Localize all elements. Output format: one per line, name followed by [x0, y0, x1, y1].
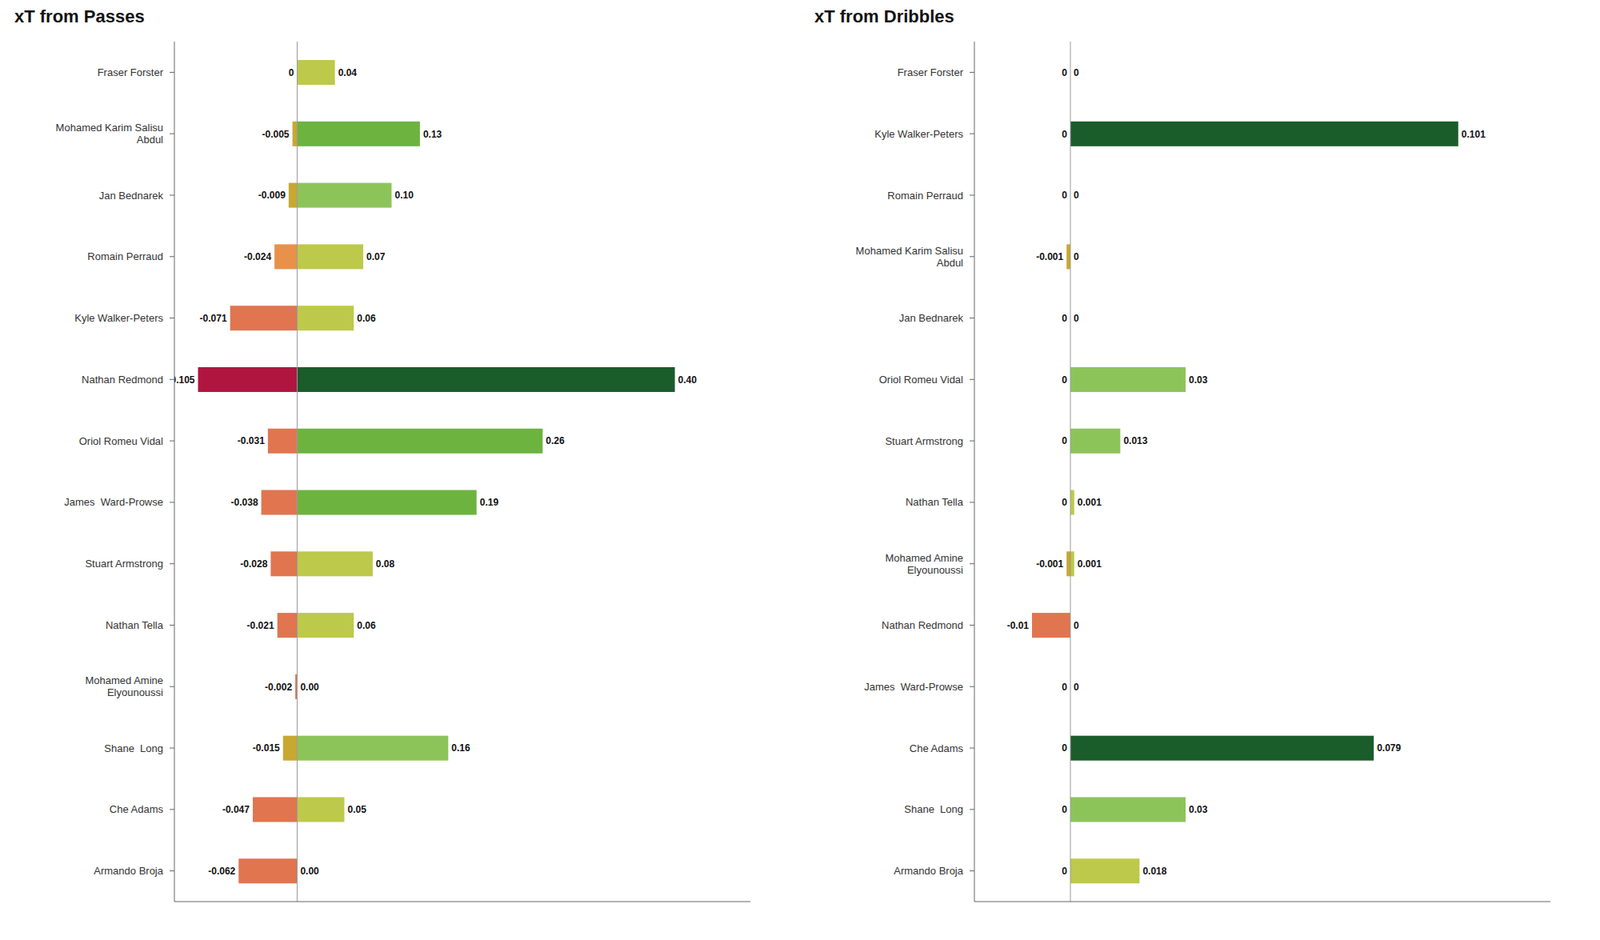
- svg-text:0: 0: [1073, 189, 1080, 201]
- svg-text:James Ward-Prowse: James Ward-Prowse: [864, 680, 964, 693]
- svg-text:0.018: 0.018: [1142, 865, 1167, 877]
- svg-text:0.04: 0.04: [338, 67, 358, 79]
- svg-text:-0.005: -0.005: [262, 128, 290, 140]
- svg-text:-0.028: -0.028: [240, 558, 268, 570]
- svg-text:0: 0: [1061, 496, 1068, 508]
- svg-text:0: 0: [1061, 128, 1068, 140]
- svg-text:Armando Broja: Armando Broja: [893, 864, 964, 877]
- svg-text:0: 0: [1061, 374, 1068, 386]
- svg-text:0.19: 0.19: [480, 496, 500, 508]
- svg-text:-0.031: -0.031: [237, 435, 265, 447]
- svg-text:-0.062: -0.062: [208, 865, 236, 877]
- svg-text:-0.047: -0.047: [222, 804, 250, 816]
- svg-text:Stuart Armstrong: Stuart Armstrong: [884, 435, 964, 448]
- svg-text:0: 0: [1073, 312, 1080, 324]
- svg-text:-0.105: -0.105: [174, 374, 196, 386]
- svg-text:-0.021: -0.021: [247, 620, 275, 632]
- svg-text:-0.001: -0.001: [1036, 251, 1064, 263]
- svg-text:0: 0: [1073, 67, 1080, 79]
- svg-text:-0.002: -0.002: [264, 681, 292, 693]
- svg-text:Romain Perraud: Romain Perraud: [87, 250, 164, 263]
- svg-text:Stuart Armstrong: Stuart Armstrong: [84, 557, 164, 570]
- svg-text:0: 0: [1061, 865, 1068, 877]
- svg-text:James Ward-Prowse: James Ward-Prowse: [64, 496, 164, 508]
- html-text:xT from Dribbles: xT from Dribbles: [814, 6, 955, 27]
- svg-text:-0.038: -0.038: [231, 496, 259, 508]
- svg-text:Oriol Romeu Vidal: Oriol Romeu Vidal: [79, 435, 164, 448]
- svg-text:-0.024: -0.024: [244, 251, 272, 263]
- svg-text:Romain Perraud: Romain Perraud: [887, 189, 964, 202]
- svg-text:0.013: 0.013: [1123, 435, 1148, 447]
- svg-text:0.08: 0.08: [376, 558, 396, 570]
- svg-text:Shane Long: Shane Long: [904, 803, 964, 816]
- svg-text:0.07: 0.07: [366, 251, 386, 263]
- svg-text:-0.015: -0.015: [252, 742, 280, 754]
- svg-text:0.05: 0.05: [347, 804, 367, 816]
- svg-text:0.06: 0.06: [356, 620, 376, 632]
- svg-text:0.101: 0.101: [1461, 128, 1486, 140]
- svg-text:Mohamed AmineElyounoussi: Mohamed AmineElyounoussi: [884, 552, 964, 576]
- svg-text:Kyle Walker-Peters: Kyle Walker-Peters: [874, 128, 964, 140]
- svg-text:0.40: 0.40: [678, 374, 698, 386]
- svg-text:0.26: 0.26: [545, 435, 565, 447]
- svg-text:-0.071: -0.071: [200, 312, 228, 324]
- svg-text:0.03: 0.03: [1188, 374, 1208, 386]
- svg-text:Jan Bednarek: Jan Bednarek: [899, 312, 964, 324]
- svg-text:0.00: 0.00: [300, 865, 320, 877]
- svg-text:Che Adams: Che Adams: [109, 803, 164, 816]
- svg-text:0: 0: [288, 67, 295, 79]
- svg-text:0: 0: [1061, 681, 1068, 693]
- svg-text:Fraser Forster: Fraser Forster: [97, 66, 164, 79]
- svg-text:0: 0: [1061, 435, 1068, 447]
- svg-text:0.16: 0.16: [451, 742, 471, 754]
- svg-text:Nathan Tella: Nathan Tella: [905, 496, 964, 508]
- svg-text:0.03: 0.03: [1188, 804, 1208, 816]
- svg-text:Fraser Forster: Fraser Forster: [897, 66, 964, 79]
- svg-text:0: 0: [1061, 804, 1068, 816]
- svg-text:Mohamed Karim SalisuAbdul: Mohamed Karim SalisuAbdul: [56, 121, 164, 146]
- svg-text:Armando Broja: Armando Broja: [93, 864, 164, 877]
- svg-text:0.10: 0.10: [394, 189, 414, 201]
- svg-text:0: 0: [1061, 67, 1068, 79]
- svg-text:Mohamed AmineElyounoussi: Mohamed AmineElyounoussi: [84, 674, 164, 699]
- svg-text:Mohamed Karim SalisuAbdul: Mohamed Karim SalisuAbdul: [856, 244, 964, 269]
- svg-text:0.06: 0.06: [356, 312, 376, 324]
- svg-text:-0.009: -0.009: [258, 189, 286, 201]
- svg-text:Nathan Redmond: Nathan Redmond: [881, 619, 964, 632]
- svg-text:0.13: 0.13: [423, 128, 443, 140]
- svg-text:Nathan Redmond: Nathan Redmond: [81, 373, 164, 386]
- svg-text:0.001: 0.001: [1077, 496, 1102, 508]
- svg-text:Shane Long: Shane Long: [104, 742, 164, 755]
- svg-text:0.001: 0.001: [1077, 558, 1102, 570]
- svg-text:-0.001: -0.001: [1036, 558, 1064, 570]
- svg-text:0: 0: [1073, 251, 1080, 263]
- svg-text:0.079: 0.079: [1376, 742, 1401, 754]
- svg-text:0: 0: [1073, 681, 1080, 693]
- svg-text:Kyle Walker-Peters: Kyle Walker-Peters: [74, 312, 164, 324]
- svg-text:0: 0: [1061, 189, 1068, 201]
- svg-text:Jan Bednarek: Jan Bednarek: [99, 189, 164, 202]
- svg-text:Oriol Romeu Vidal: Oriol Romeu Vidal: [879, 373, 964, 386]
- svg-text:0.00: 0.00: [300, 681, 320, 693]
- html-text:xT from Passes: xT from Passes: [14, 6, 145, 27]
- svg-text:0: 0: [1061, 742, 1068, 754]
- svg-text:Che Adams: Che Adams: [909, 742, 964, 755]
- svg-text:-0.01: -0.01: [1007, 620, 1030, 632]
- svg-text:Nathan Tella: Nathan Tella: [105, 619, 164, 632]
- svg-text:0: 0: [1073, 620, 1080, 632]
- svg-text:0: 0: [1061, 312, 1068, 324]
